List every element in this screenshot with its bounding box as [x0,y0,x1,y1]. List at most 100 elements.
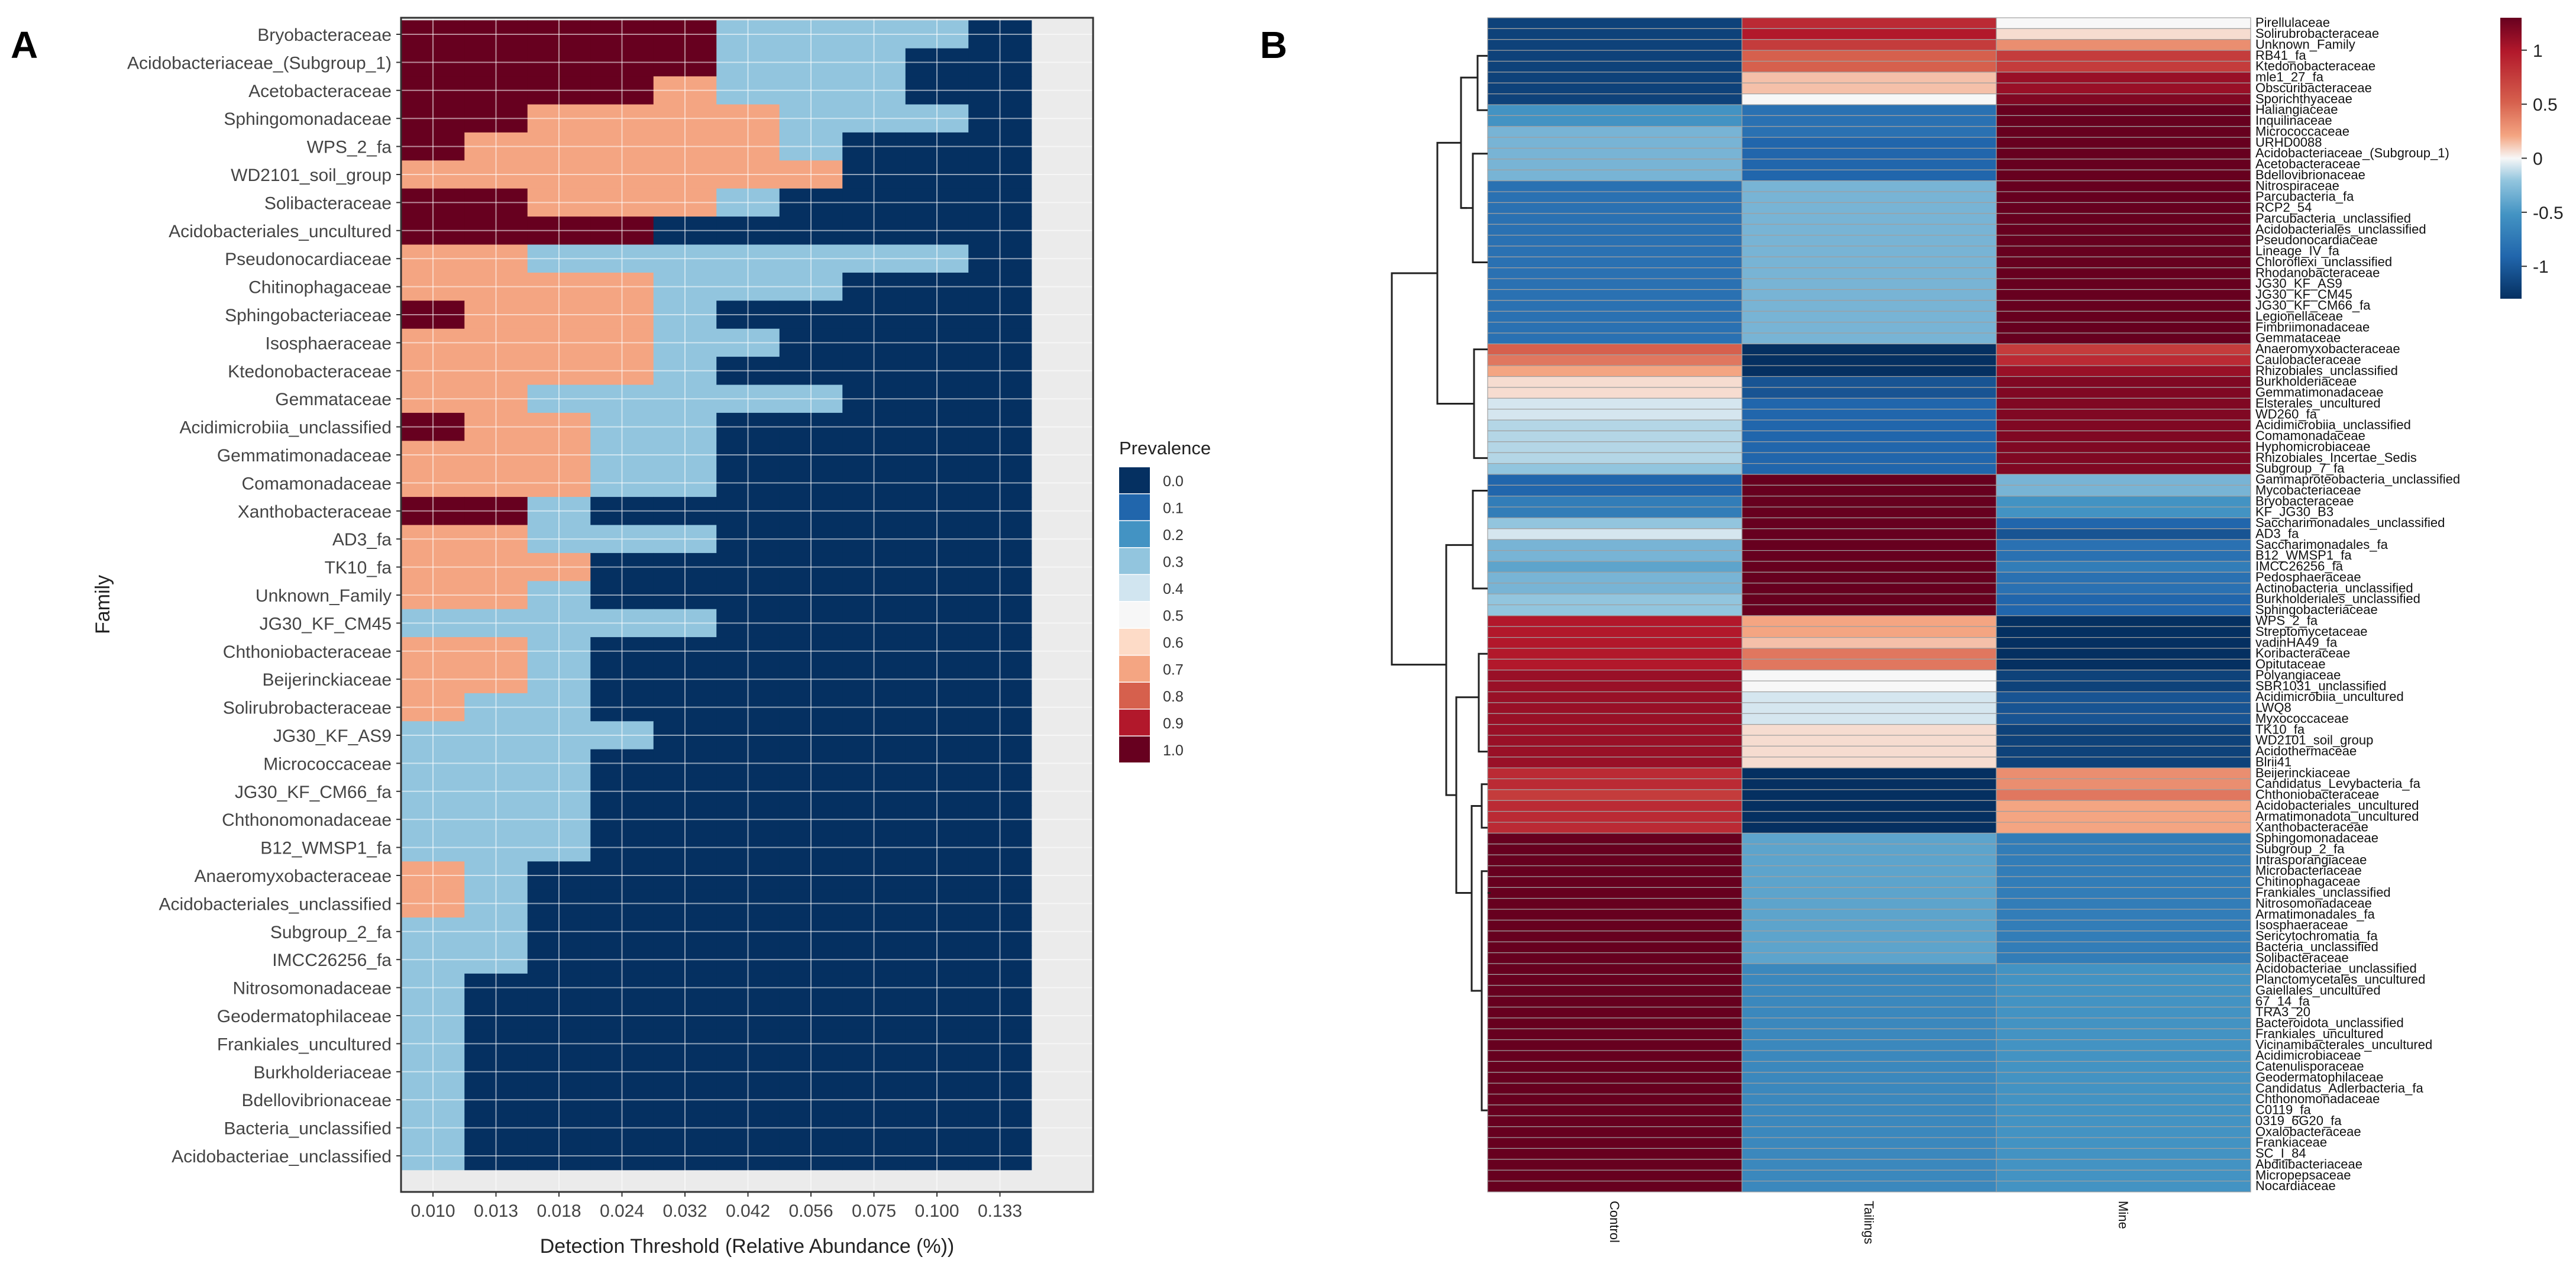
heatmap-cell [1996,963,2251,975]
heatmap-cell [1996,909,2251,921]
row-label: Rhodanobacteraceae [2255,265,2380,280]
heatmap-cell [1741,963,1997,975]
heatmap-cell [1741,452,1997,464]
y-tick-label: WPS_2_fa [307,138,392,157]
heatmap-cell [1996,463,2251,475]
heatmap-cell [1487,1061,1743,1073]
heatmap-cell [1487,82,1743,95]
heatmap-cell [1487,670,1743,681]
heatmap-cell [1741,637,1997,649]
legend-label: 0.3 [1163,554,1184,571]
y-tick-label: Acidimicrobiia_unclassified [180,418,392,438]
heatmap-cell [1487,832,1743,845]
y-tick-label: Chthoniobacteraceae [223,642,392,662]
heatmap-cell [1741,1072,1997,1084]
y-tick-label: Solibacteraceae [264,193,392,213]
row-label: JG30_KF_AS9 [2255,276,2342,291]
heatmap-cell [1996,528,2251,540]
heatmap-cell [1487,963,1743,975]
dendrogram-branch [1445,544,1449,796]
y-tick-label: Gemmatimonadaceae [217,446,392,466]
heatmap-cell [1996,180,2251,192]
heatmap-cell [1487,941,1743,954]
row-label: Acidobacteriaceae_(Subgroup_1) [2255,146,2449,160]
heatmap-cell [1741,1039,1997,1051]
row-label: Unknown_Family [2255,37,2355,51]
row-label: Chitinophagaceae [2255,874,2360,889]
panel-a-tag: A [11,24,38,66]
heatmap-cell [1487,354,1743,366]
heatmap-cell [1487,919,1743,932]
heatmap-cell [1741,496,1997,508]
row-label: Gaiellales_uncultured [2255,983,2381,997]
heatmap-cell [1996,1169,2251,1182]
row-label: Saccharimonadales_fa [2255,537,2388,552]
heatmap-cell [1996,39,2251,51]
heatmap-cell [1996,974,2251,986]
heatmap-cell [1996,778,2251,790]
legend-tick-label: 0.5 [2533,95,2558,115]
y-tick-label: JG30_KF_CM66_fa [235,783,392,802]
heatmap-cell [1741,571,1997,584]
heatmap-cell [1487,974,1743,986]
heatmap-cell [1487,648,1743,660]
heatmap-cell [1487,1181,1743,1193]
row-label: RCP2_54 [2255,200,2312,215]
heatmap-cell [1741,778,1997,790]
heatmap-cell [1487,985,1743,997]
heatmap-cell [1996,376,2251,388]
row-label: Caulobacteraceae [2255,352,2361,367]
dendrogram-branch [1436,141,1443,405]
heatmap-cell [1741,169,1997,182]
row-label: Chloroflexi_unclassified [2255,254,2392,269]
row-label: Nitrosomonadaceae [2255,896,2372,910]
row-label: Sphingobacteriaceae [2255,602,2378,617]
row-label: Actinobacteria_unclassified [2255,580,2413,595]
row-label: SBR1031_unclassified [2255,678,2386,693]
x-tick-label: 0.032 [662,1201,707,1221]
row-label: Geodermatophilaceae [2255,1069,2383,1084]
heatmap-cell [1741,180,1997,192]
legend-swatch [1119,575,1150,601]
row-label: Candidatus_Adlerbacteria_fa [2255,1081,2424,1096]
row-label: Gemmatimonadaceae [2255,385,2383,400]
row-label: Pirellulaceae [2255,15,2330,30]
heatmap-cell [1487,1082,1743,1095]
heatmap-cell [1996,267,2251,279]
legend-label: 0.2 [1163,527,1184,544]
legend-label: 0.5 [1163,608,1184,625]
heatmap-cell [1741,441,1997,453]
heatmap-cell [1741,648,1997,660]
heatmap-cell [1996,898,2251,910]
legend-tick-label: -1 [2533,257,2549,277]
row-label: Anaeromyxobacteraceae [2255,341,2400,356]
x-tick-label: 0.133 [978,1201,1022,1221]
heatmap-cell [1996,1028,2251,1040]
heatmap-cell [1741,376,1997,388]
heatmap-cell [1996,952,2251,964]
legend-label: 1.0 [1163,742,1184,759]
row-label: Ktedonobacteraceae [2255,59,2375,73]
heatmap-cell [1996,941,2251,954]
heatmap-cell [1741,267,1997,279]
heatmap-cell [1996,550,2251,562]
heatmap-cell [1487,213,1743,225]
dendrogram-branch [1472,153,1488,264]
row-label: Myxococcaceae [2255,711,2349,726]
legend-swatch [1119,467,1150,493]
row-label: Hyphomicrobiaceae [2255,439,2370,454]
y-tick-label: Acidobacteriales_uncultured [169,222,392,241]
heatmap-cell [1996,28,2251,40]
heatmap-cell [1996,1093,2251,1106]
heatmap-cell [1996,1061,2251,1073]
row-label: Elsterales_uncultured [2255,396,2381,411]
row-label: mle1_27_fa [2255,70,2324,85]
heatmap-cell [1487,202,1743,214]
heatmap-cell [1996,1115,2251,1127]
legend-label: 0.4 [1163,581,1184,597]
heatmap-cell [1741,832,1997,845]
row-label: Beijerinckiaceae [2255,765,2350,780]
x-tick-label: 0.100 [914,1201,959,1221]
heatmap-cell [1487,1006,1743,1019]
heatmap-cell [1996,811,2251,823]
